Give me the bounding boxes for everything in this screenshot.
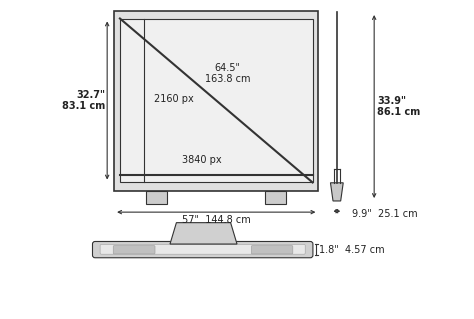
FancyBboxPatch shape [100, 244, 305, 254]
Text: 9.9"  25.1 cm: 9.9" 25.1 cm [353, 209, 418, 219]
Bar [120, 19, 312, 182]
Bar [146, 191, 167, 204]
Text: 33.9"
86.1 cm: 33.9" 86.1 cm [377, 96, 420, 117]
Text: 2160 px: 2160 px [154, 94, 194, 104]
Polygon shape [330, 183, 343, 201]
Polygon shape [170, 223, 237, 244]
Bar [114, 11, 319, 191]
Text: 3840 px: 3840 px [182, 155, 222, 165]
Bar [265, 191, 286, 204]
Text: 57"  144.8 cm: 57" 144.8 cm [182, 215, 251, 225]
FancyBboxPatch shape [113, 246, 155, 254]
Text: 64.5"
163.8 cm: 64.5" 163.8 cm [205, 63, 250, 84]
FancyBboxPatch shape [92, 241, 313, 258]
Text: 32.7"
83.1 cm: 32.7" 83.1 cm [62, 90, 106, 111]
Text: 1.8"  4.57 cm: 1.8" 4.57 cm [319, 245, 385, 255]
FancyBboxPatch shape [251, 246, 293, 254]
